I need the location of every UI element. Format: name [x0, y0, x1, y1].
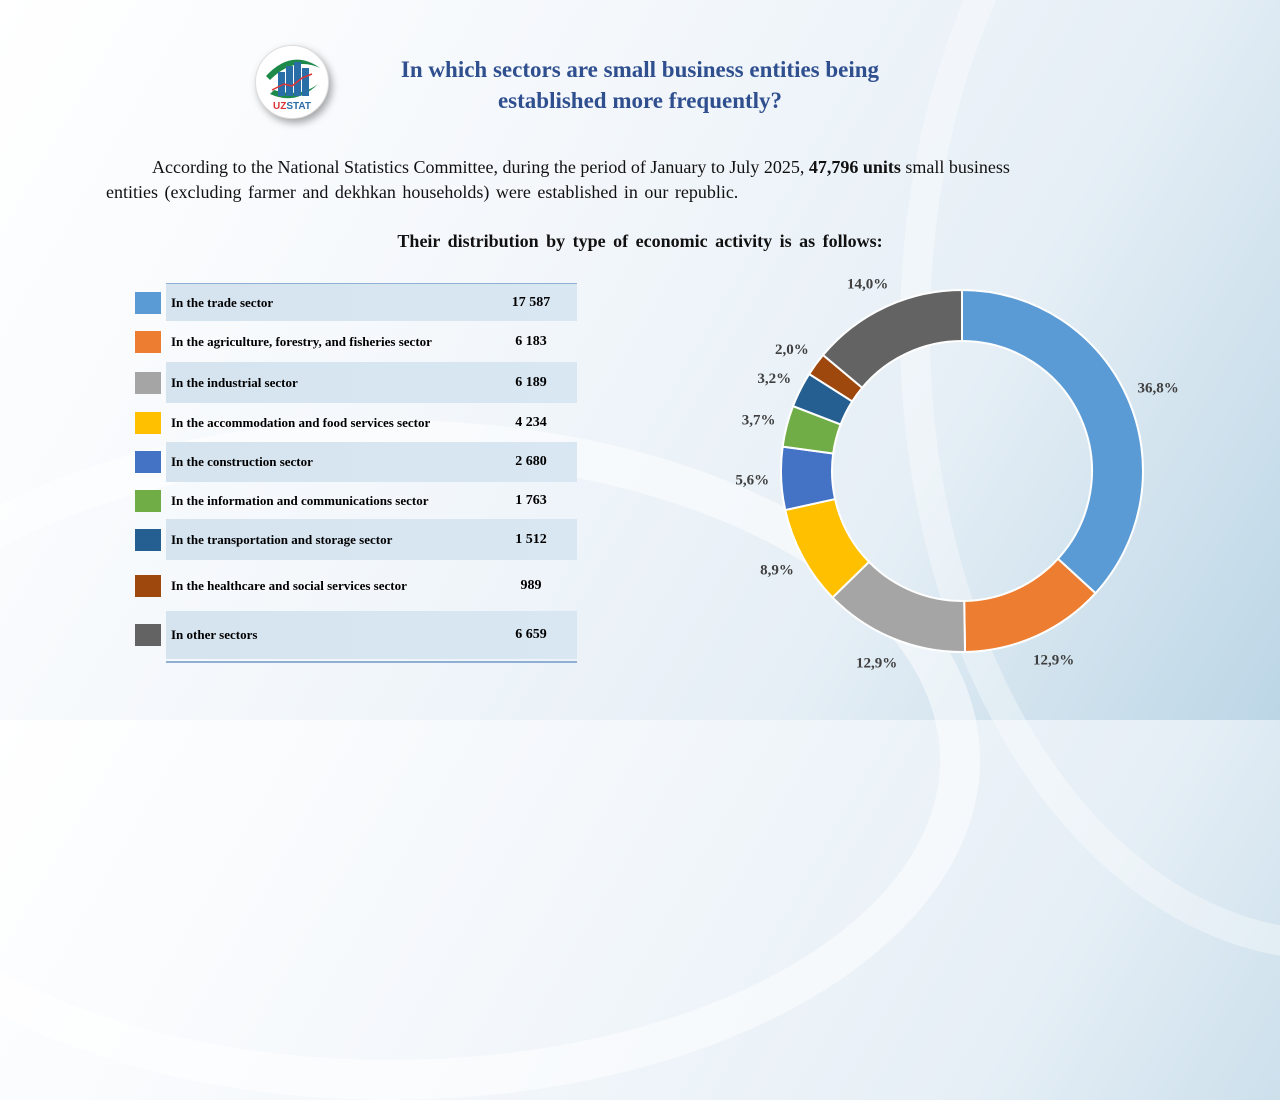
table-bottom-rule [166, 661, 577, 663]
legend-value: 6 659 [515, 627, 547, 642]
legend-label: In the agriculture, forestry, and fisher… [171, 333, 432, 349]
legend-swatch [135, 291, 161, 314]
data-label: 8,9% [760, 562, 794, 578]
chart-subtitle: Their distribution by type of economic a… [397, 231, 883, 251]
legend-row: In the industrial sector 6 189 [135, 362, 577, 403]
legend-swatch [135, 528, 161, 551]
donut-slice [780, 445, 837, 512]
intro-paragraph: According to the National Statistics Com… [106, 155, 1176, 205]
legend-value: 4 234 [515, 414, 547, 430]
legend-row: In the information and communications se… [135, 482, 577, 519]
legend-swatch [135, 371, 161, 394]
data-label: 2,0% [775, 342, 809, 358]
legend-swatch [135, 451, 161, 473]
intro-text-line2: entities (excluding farmer and dekhkan h… [106, 182, 739, 202]
legend-label: In the healthcare and social services se… [171, 577, 407, 593]
legend-row: In the healthcare and social services se… [135, 560, 577, 611]
legend-label: In the industrial sector [171, 374, 298, 390]
legend-value: 1 512 [515, 531, 547, 547]
legend-swatch [135, 411, 161, 434]
donut-slice [821, 288, 963, 390]
legend-table: In the trade sector 17 587 In the agricult… [135, 284, 577, 659]
donut-chart: 36,8% 12,9% 12,9% 8,9% 5,6% 3,7% 3,2% 2,0% 14,0% [735, 277, 1178, 672]
intro-text: According to the National Statistics Com… [152, 157, 809, 177]
data-label: 5,6% [735, 473, 769, 489]
title-line-1: In which sectors are small business enti… [400, 57, 880, 82]
title-line-2: established more frequently? [497, 88, 783, 113]
legend-swatch [135, 574, 161, 597]
legend-value: 989 [520, 577, 542, 593]
legend-row: In the transportation and storage sector… [135, 519, 577, 560]
page-title: In which sectors are small business enti… [330, 54, 950, 116]
data-label: 12,9% [1033, 653, 1074, 669]
legend-row: In the agriculture, forestry, and fisher… [135, 321, 577, 362]
legend-row: In the accommodation and food services s… [135, 403, 577, 442]
legend-row: In the construction sector 2 680 [135, 442, 577, 482]
legend-swatch [135, 330, 161, 353]
legend-value: 6 183 [515, 333, 547, 349]
legend-value: 6 189 [515, 374, 547, 390]
legend-label: In the information and communications se… [171, 492, 429, 508]
data-label: 12,9% [856, 655, 897, 671]
legend-value: 2 680 [515, 454, 547, 469]
legend-swatch [135, 489, 161, 512]
data-label: 3,2% [757, 371, 791, 387]
total-units: 47,796 units [808, 157, 901, 177]
legend-value: 1 763 [515, 492, 547, 508]
uzstat-logo: UZSTAT [255, 45, 329, 119]
data-label: 3,7% [742, 413, 776, 429]
legend-label: In the accommodation and food services s… [171, 414, 431, 430]
legend-label: In the construction sector [171, 454, 313, 469]
donut-slice [961, 288, 1144, 595]
legend-swatch [135, 624, 161, 646]
legend-value: 17 587 [511, 294, 551, 310]
legend-row: In the trade sector 17 587 [135, 284, 577, 321]
legend-row: In other sectors 6 659 [135, 611, 577, 659]
legend-label: In other sectors [171, 627, 258, 642]
legend-label: In the trade sector [171, 294, 274, 310]
svg-text:UZSTAT: UZSTAT [273, 101, 311, 112]
legend-label: In the transportation and storage sector [171, 531, 393, 547]
data-label: 36,8% [1137, 381, 1178, 397]
data-label: 14,0% [847, 277, 888, 293]
intro-text: small business [900, 157, 1010, 177]
